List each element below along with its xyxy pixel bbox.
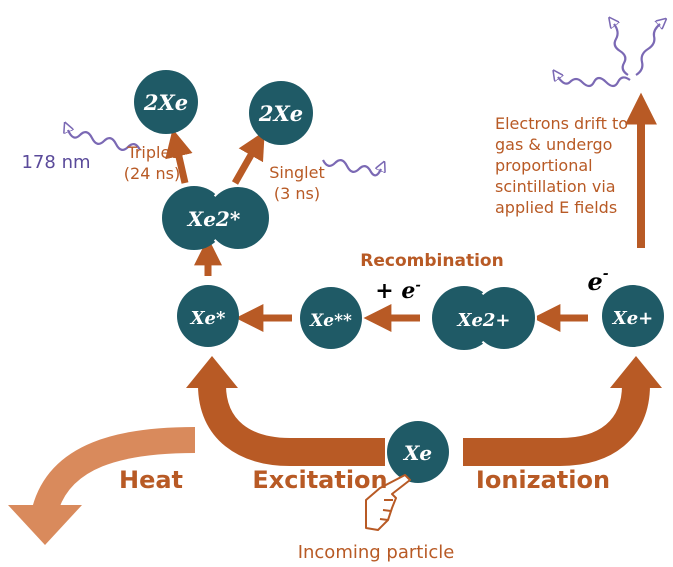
- wavelength-label: 178 nm: [21, 152, 90, 173]
- incoming-particle-label: Incoming particle: [298, 542, 455, 563]
- drift-line-2: gas & undergo: [495, 135, 612, 154]
- drift-line-5: applied E fields: [495, 198, 617, 217]
- node-xe-excited: Xe*: [177, 285, 239, 347]
- arrow-xe2-to-2xe-triplet: [165, 128, 193, 184]
- singlet-label: Singlet: [269, 163, 324, 182]
- drift-description: Electrons drift to gas & undergo proport…: [495, 114, 628, 217]
- arrow-xe2-to-2xe-singlet: [231, 130, 265, 185]
- node-xe-doubly-excited-label: Xe**: [309, 311, 352, 331]
- node-2xe-triplet-label: 2Xe: [143, 90, 188, 115]
- photon-singlet: [322, 159, 381, 177]
- heat-arrow: [8, 427, 196, 545]
- photon-drift-3: [635, 24, 660, 76]
- node-xe-ground: Xe: [387, 421, 449, 483]
- node-2xe-singlet-label: 2Xe: [258, 101, 303, 126]
- recombination-label: Recombination: [360, 251, 503, 271]
- node-xe-excited-label: Xe*: [190, 308, 226, 329]
- heat-label: Heat: [119, 466, 183, 494]
- drift-line-1: Electrons drift to: [495, 114, 628, 133]
- photon-drift-2: [614, 24, 629, 76]
- node-2xe-singlet: 2Xe: [249, 81, 313, 145]
- node-xe2-excimer: Xe2*: [162, 185, 271, 251]
- node-xe2-excimer-label: Xe2*: [186, 207, 241, 231]
- node-xe-doubly-excited: Xe**: [300, 287, 362, 349]
- node-2xe-triplet: 2Xe: [134, 70, 198, 134]
- drift-line-3: proportional: [495, 156, 593, 175]
- excitation-label: Excitation: [252, 466, 387, 494]
- excitation-arrow: [186, 356, 385, 466]
- pointing-hand-icon: [365, 474, 411, 531]
- node-xe-ion-label: Xe+: [612, 308, 654, 329]
- node-xe2-ion: Xe2+: [432, 285, 537, 351]
- node-xe2-ion-label: Xe2+: [456, 310, 510, 331]
- photon-drift-1: [558, 77, 631, 88]
- node-xe-ion: Xe+: [602, 285, 664, 347]
- plus-electron-label: + e-: [375, 278, 421, 304]
- electron-label: e-: [587, 266, 608, 296]
- singlet-time-label: (3 ns): [274, 184, 320, 203]
- photon-178nm: [68, 130, 141, 151]
- node-xe-ground-label: Xe: [402, 441, 432, 465]
- triplet-label: Triplet: [126, 143, 176, 162]
- triplet-time-label: (24 ns): [124, 164, 180, 183]
- ionization-label: Ionization: [476, 466, 610, 494]
- ionization-arrow: [463, 356, 662, 466]
- drift-line-4: scintillation via: [495, 177, 616, 196]
